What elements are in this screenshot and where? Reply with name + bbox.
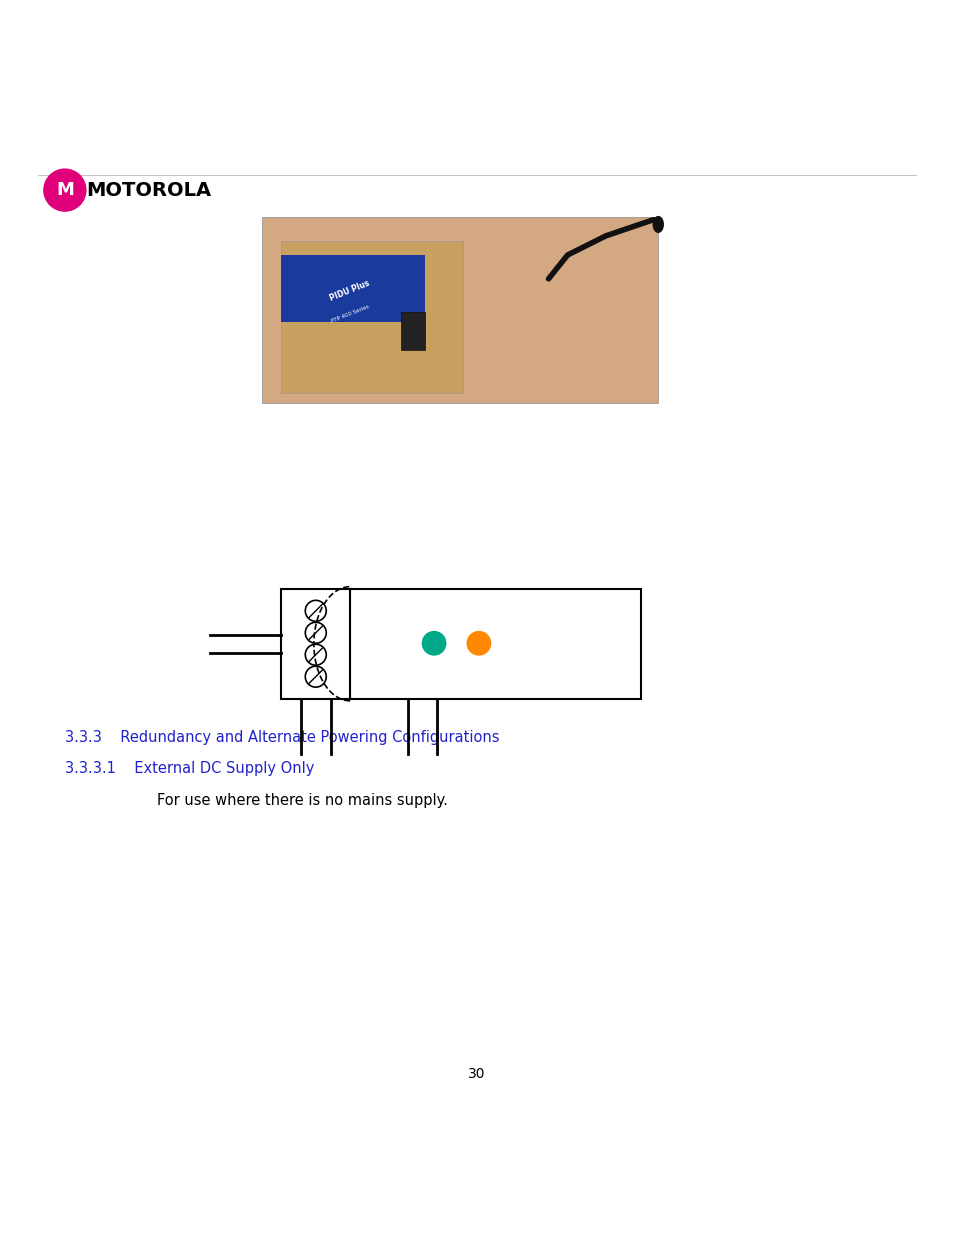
Text: M: M bbox=[56, 182, 73, 199]
Bar bbox=[281, 241, 462, 393]
Circle shape bbox=[305, 622, 326, 643]
Text: For use where there is no mains supply.: For use where there is no mains supply. bbox=[157, 793, 448, 808]
Circle shape bbox=[305, 666, 326, 687]
Text: 3.3.3    Redundancy and Alternate Powering Configurations: 3.3.3 Redundancy and Alternate Powering … bbox=[65, 730, 498, 745]
Text: PIDU Plus: PIDU Plus bbox=[329, 278, 371, 303]
Text: 3.3.3.1    External DC Supply Only: 3.3.3.1 External DC Supply Only bbox=[65, 761, 314, 776]
Bar bbox=[281, 589, 350, 699]
Bar bbox=[400, 312, 424, 351]
Circle shape bbox=[44, 169, 86, 211]
Ellipse shape bbox=[652, 216, 663, 233]
Bar bbox=[350, 589, 640, 699]
Bar bbox=[262, 217, 658, 403]
Text: 30: 30 bbox=[468, 1067, 485, 1081]
Circle shape bbox=[305, 645, 326, 666]
Circle shape bbox=[421, 631, 446, 656]
Bar bbox=[281, 254, 424, 322]
Circle shape bbox=[305, 600, 326, 621]
Circle shape bbox=[466, 631, 491, 656]
Text: MOTOROLA: MOTOROLA bbox=[86, 180, 212, 200]
Text: PTP 400 Series: PTP 400 Series bbox=[330, 304, 370, 324]
